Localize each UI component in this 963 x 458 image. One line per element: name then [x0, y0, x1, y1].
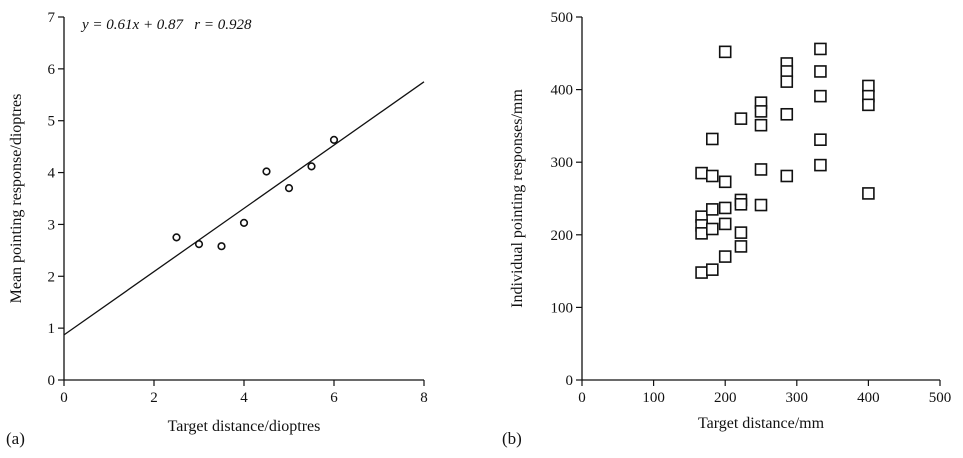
x-tick-label: 400 — [857, 390, 880, 406]
data-point — [706, 132, 719, 146]
data-point — [754, 118, 768, 132]
data-point — [695, 227, 708, 240]
data-point — [706, 263, 719, 276]
y-tick-label: 7 — [48, 10, 56, 26]
data-point — [862, 79, 875, 93]
regression-annotation: y = 0.61x + 0.87 r = 0.928 — [80, 17, 252, 33]
data-point — [718, 45, 732, 59]
panel-label: (a) — [6, 429, 25, 448]
y-axis-title: Mean pointing response/dioptres — [8, 94, 25, 304]
data-point — [329, 135, 339, 145]
data-point — [862, 187, 875, 200]
x-tick-label: 6 — [330, 390, 338, 406]
y-tick-label: 1 — [48, 321, 56, 337]
data-point — [814, 42, 827, 56]
data-point — [780, 75, 794, 88]
y-tick-label: 6 — [48, 62, 56, 78]
x-tick-label: 2 — [150, 390, 158, 406]
y-tick-label: 400 — [551, 83, 574, 99]
data-point — [814, 65, 827, 78]
y-tick-label: 100 — [551, 300, 574, 316]
y-tick-label: 200 — [551, 228, 574, 244]
data-point — [239, 218, 249, 227]
data-point — [734, 198, 748, 211]
data-point — [780, 169, 794, 183]
x-tick-label: 500 — [929, 390, 952, 406]
y-tick-label: 3 — [48, 217, 56, 233]
x-tick-label: 8 — [420, 390, 428, 406]
y-tick-label: 0 — [566, 373, 574, 389]
data-point — [284, 184, 294, 193]
data-point — [718, 250, 732, 263]
data-point — [734, 226, 748, 239]
y-tick-label: 300 — [551, 155, 574, 171]
data-point — [262, 167, 271, 176]
x-tick-label: 100 — [642, 390, 665, 406]
data-point — [862, 98, 875, 112]
y-tick-label: 5 — [48, 114, 56, 130]
regression-line — [63, 81, 425, 336]
data-point — [734, 240, 748, 253]
data-point — [217, 242, 226, 251]
x-tick-label: 300 — [786, 390, 809, 406]
x-tick-label: 4 — [240, 390, 248, 406]
x-axis-title: Target distance/dioptres — [168, 418, 321, 435]
data-point — [718, 201, 732, 215]
y-tick-label: 500 — [551, 10, 574, 26]
data-point — [814, 133, 827, 146]
data-point — [814, 158, 827, 172]
panel-a-chart: 0 2 4 6 8 0 1 2 3 4 5 6 7 Target distance/dioptres Mea… — [6, 10, 428, 448]
data-point — [706, 203, 719, 216]
data-point — [307, 162, 316, 171]
y-tick-label: 2 — [48, 269, 56, 285]
data-point — [754, 198, 768, 212]
x-tick-label: 200 — [714, 390, 737, 406]
data-point — [780, 107, 794, 121]
data-point — [780, 65, 794, 78]
data-point — [718, 217, 732, 231]
panel-label: (b) — [502, 429, 522, 448]
data-point — [695, 166, 708, 180]
data-point — [194, 240, 204, 249]
x-axis-title: Target distance/mm — [698, 415, 825, 432]
data-point — [706, 222, 719, 236]
y-tick-label: 0 — [48, 373, 56, 389]
panel-b-chart: 0 100 200 300 400 500 0 100 200 300 400 500 Target d… — [502, 10, 951, 448]
data-point — [814, 89, 827, 103]
x-tick-label: 0 — [578, 390, 586, 406]
x-tick-label: 0 — [60, 390, 68, 406]
data-point — [706, 169, 719, 183]
data-point — [754, 163, 768, 176]
data-point — [172, 233, 181, 242]
data-point — [718, 175, 732, 189]
data-point — [754, 105, 768, 118]
y-tick-label: 4 — [48, 166, 56, 182]
data-point — [695, 266, 708, 279]
y-axis-title: Individual pointing responses/mm — [509, 89, 526, 308]
data-point — [734, 112, 748, 125]
